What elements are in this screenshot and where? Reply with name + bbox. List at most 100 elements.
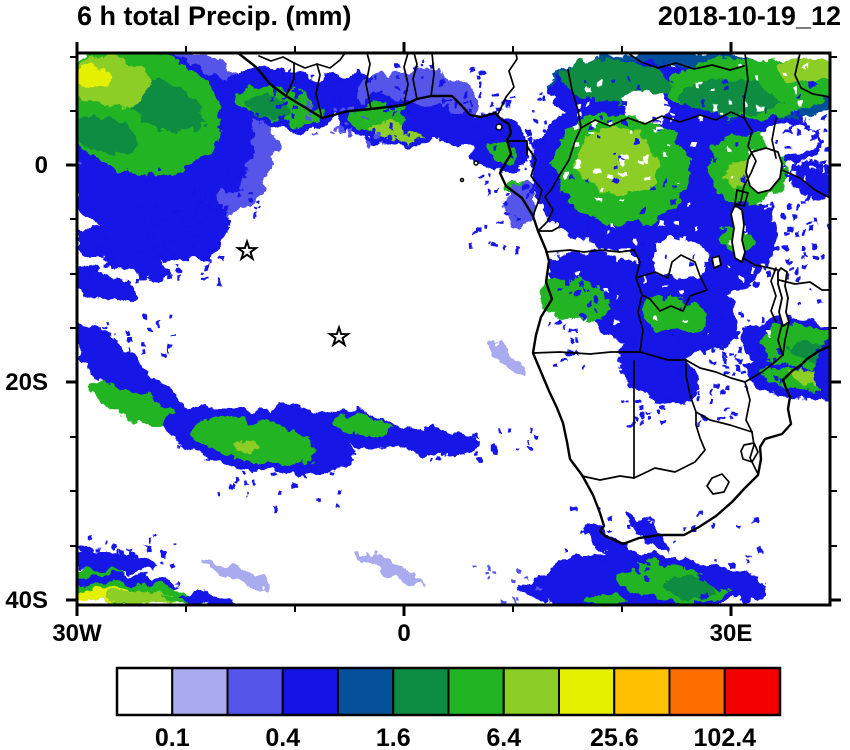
precip-speckle [478, 174, 483, 178]
precip-speckle [801, 199, 807, 204]
precip-speckle [672, 380, 677, 385]
precip-speckle [714, 383, 719, 389]
precip-speckle [87, 275, 91, 282]
precip-speckle [187, 225, 194, 228]
precip-speckle [291, 90, 297, 93]
precip-blob [77, 62, 113, 88]
precip-speckle [374, 76, 377, 81]
precip-speckle [245, 493, 248, 496]
precip-speckle [697, 574, 703, 580]
precip-speckle [233, 177, 238, 182]
precip-speckle [598, 115, 603, 121]
precip-speckle [568, 291, 572, 294]
precip-speckle [137, 204, 143, 209]
precip-speckle [441, 107, 447, 110]
precip-blob [483, 339, 527, 375]
precip-speckle [493, 93, 497, 97]
country-border [567, 69, 582, 129]
precip-speckle [280, 68, 284, 75]
precip-speckle [229, 485, 235, 489]
precip-speckle [477, 82, 481, 88]
precip-speckle [113, 333, 116, 337]
precip-speckle [665, 397, 671, 401]
precip-speckle [206, 191, 213, 196]
precip-speckle [784, 232, 790, 236]
precip-speckle [95, 247, 101, 251]
precip-speckle [654, 410, 661, 414]
precip-speckle [591, 122, 597, 127]
precip-blob [622, 90, 674, 124]
precip-speckle [766, 206, 770, 209]
precip-speckle [587, 100, 590, 106]
plot-frame-layer [66, 42, 841, 616]
precip-speckle [237, 193, 240, 200]
precip-speckle [116, 550, 120, 556]
precip-speckle [573, 98, 580, 104]
precip-speckle [218, 205, 222, 209]
precip-speckle [492, 447, 498, 454]
precip-speckle [216, 174, 219, 177]
country-border [744, 381, 753, 433]
precip-speckle [101, 551, 107, 555]
country-border [742, 257, 779, 271]
precip-speckle [653, 317, 659, 322]
country-border [778, 279, 830, 291]
precip-speckle [586, 87, 591, 91]
precip-speckle [785, 115, 788, 120]
precip-speckle [153, 248, 157, 251]
precip-speckle [193, 188, 200, 193]
precip-speckle [795, 112, 799, 117]
precip-speckle [759, 380, 762, 387]
precip-speckle [642, 155, 648, 162]
precip-speckle [812, 255, 819, 260]
precip-speckle [722, 284, 729, 288]
precip-speckle [821, 193, 826, 199]
precip-speckle [674, 236, 679, 240]
precip-blob [201, 560, 269, 588]
precip-speckle [609, 554, 613, 559]
precip-speckle [176, 264, 179, 268]
plot-timestamp: 2018-10-19_12 [657, 1, 841, 31]
precip-speckle [535, 159, 541, 165]
precip-speckle [710, 389, 714, 395]
precip-speckle [641, 208, 646, 214]
precip-speckle [753, 282, 759, 288]
precip-speckle [700, 235, 706, 239]
precip-speckle [807, 185, 814, 191]
precip-speckle [820, 161, 826, 164]
x-axis-tick-label: 0 [397, 620, 410, 647]
precip-speckle [103, 263, 110, 267]
precip-speckle [826, 151, 830, 155]
precip-speckle [389, 125, 393, 131]
precip-speckle [727, 263, 731, 267]
precip-speckle [639, 405, 644, 411]
precip-blob [187, 150, 243, 194]
colorbar-cell [723, 667, 781, 716]
precip-blob [664, 577, 716, 599]
precip-speckle [797, 303, 802, 307]
precip-speckle [340, 108, 346, 111]
precip-speckle [383, 110, 390, 113]
country-border [580, 111, 745, 129]
precip-blob [615, 338, 701, 406]
precip-speckle [701, 416, 707, 422]
precip-speckle [269, 96, 273, 100]
precip-speckle [588, 300, 592, 306]
precip-blob [355, 551, 429, 587]
precip-speckle [788, 260, 793, 266]
precip-speckle [773, 376, 778, 379]
precip-speckle [476, 142, 483, 147]
precip-speckle [311, 105, 316, 110]
precip-speckle [814, 159, 820, 166]
precip-speckle [816, 299, 823, 305]
precip-speckle [510, 96, 516, 99]
precip-speckle [821, 253, 825, 259]
precip-speckle [408, 108, 412, 114]
precip-speckle [154, 224, 160, 228]
precip-speckle [347, 130, 353, 136]
precip-speckle [659, 118, 662, 125]
precip-speckle [395, 86, 401, 90]
precip-speckle [723, 408, 729, 411]
precip-speckle [152, 205, 158, 209]
precip-speckle [273, 507, 278, 513]
